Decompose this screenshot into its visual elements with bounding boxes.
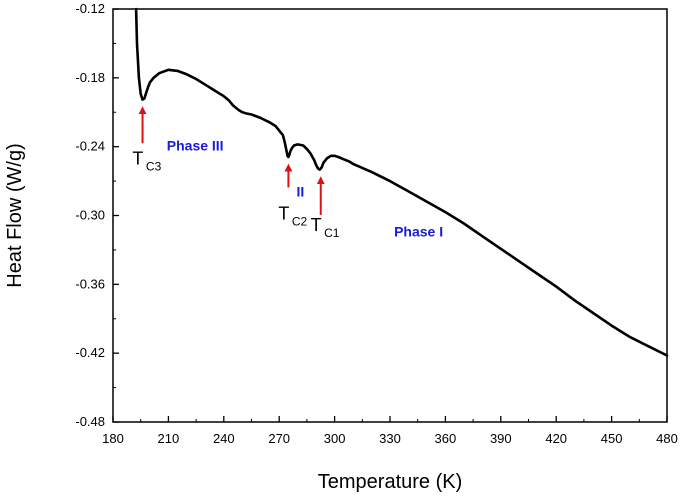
- y-axis-title: Heat Flow (W/g): [4, 143, 26, 287]
- y-tick-label: -0.24: [75, 139, 105, 154]
- transition-label-main: T: [278, 204, 289, 224]
- x-tick-label: 240: [213, 431, 235, 446]
- x-tick-label: 300: [324, 431, 346, 446]
- y-tick-label: -0.12: [75, 1, 105, 16]
- x-axis-ticks: 180 210 240 270 300 330 360 390 420 450 480: [102, 416, 678, 446]
- x-tick-label: 270: [268, 431, 290, 446]
- x-tick-label: 180: [102, 431, 124, 446]
- x-tick-label: 390: [490, 431, 512, 446]
- phase-label: II: [297, 184, 305, 200]
- plot-border: [112, 8, 668, 423]
- transition-label-main: T: [311, 215, 322, 235]
- x-tick-label: 360: [435, 431, 457, 446]
- y-tick-label: -0.18: [75, 70, 105, 85]
- x-tick-label: 330: [379, 431, 401, 446]
- phase-label: Phase I: [394, 224, 443, 240]
- x-tick-label: 210: [158, 431, 180, 446]
- phase-label: Phase III: [167, 138, 224, 154]
- x-tick-label: 480: [656, 431, 678, 446]
- y-tick-label: -0.48: [75, 414, 105, 429]
- plot-frame: [112, 8, 668, 423]
- x-axis-title: Temperature (K): [318, 471, 463, 493]
- y-tick-label: -0.30: [75, 208, 105, 223]
- x-tick-label: 450: [601, 431, 623, 446]
- transition-label-sub: C2: [292, 215, 308, 229]
- series-group: [134, 7, 669, 357]
- transition-label-sub: C1: [324, 226, 340, 240]
- y-tick-label: -0.36: [75, 276, 105, 291]
- transition-label-sub: C3: [146, 159, 162, 173]
- y-tick-label: -0.42: [75, 345, 105, 360]
- series-line: [134, 7, 669, 357]
- y-axis-ticks: -0.12 -0.18 -0.24 -0.30 -0.36 -0.42 -0.48: [75, 1, 119, 429]
- transition-label-main: T: [132, 148, 143, 168]
- x-tick-label: 420: [545, 431, 567, 446]
